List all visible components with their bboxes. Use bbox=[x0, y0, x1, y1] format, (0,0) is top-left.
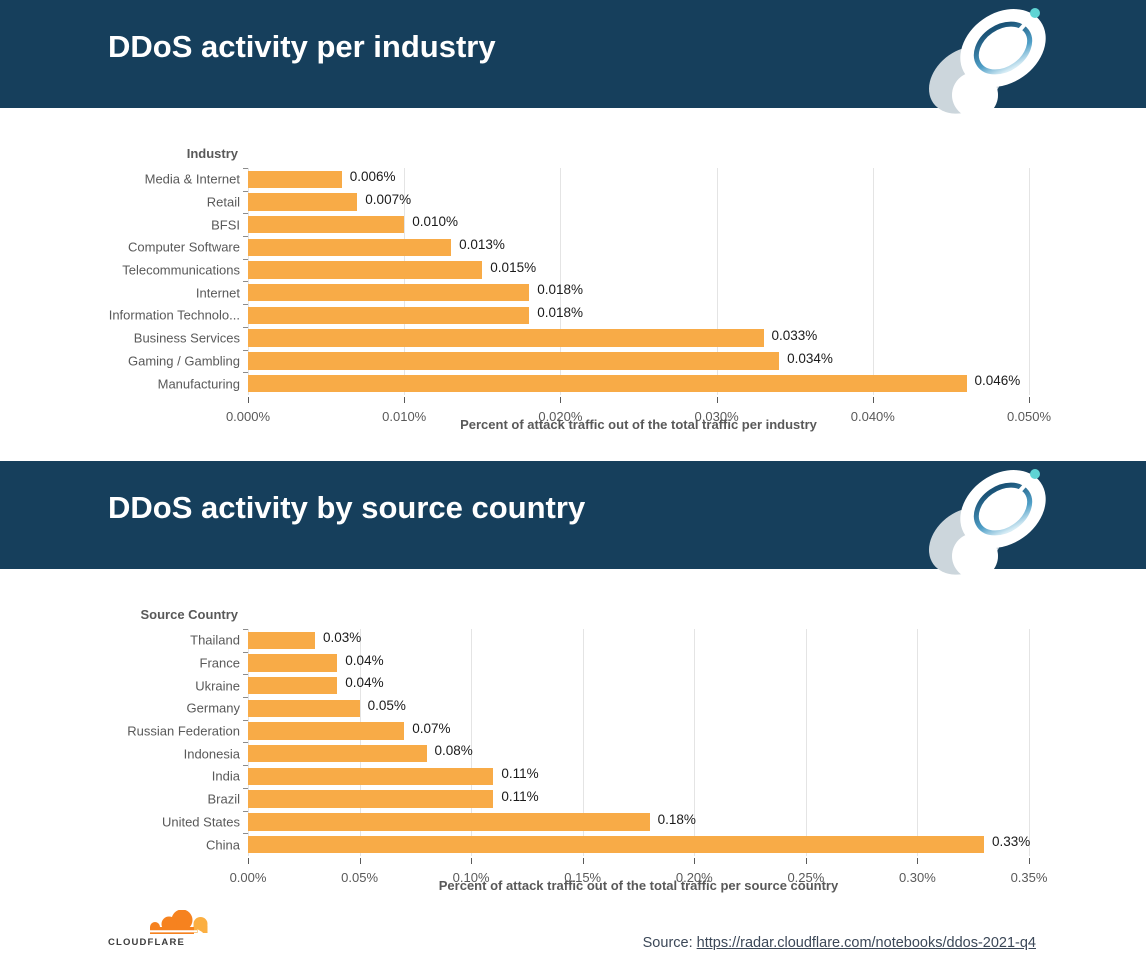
svg-text:CLOUDFLARE: CLOUDFLARE bbox=[108, 937, 185, 947]
